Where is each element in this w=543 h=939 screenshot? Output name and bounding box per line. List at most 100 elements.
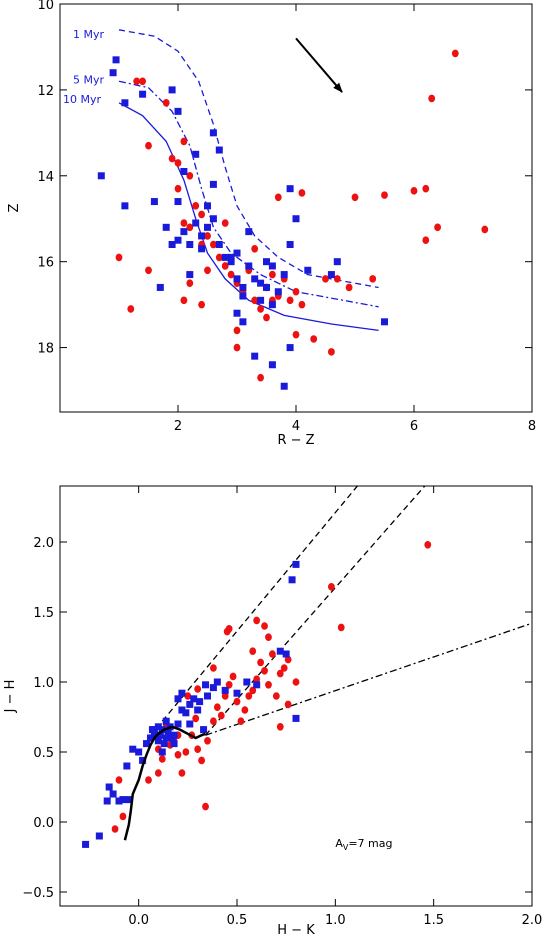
ccd-x-tick-label: 0.5 [227, 913, 248, 928]
ccd-blue-point [160, 740, 168, 748]
cmd-blue-point [109, 69, 117, 77]
ccd-blue-point [243, 678, 251, 686]
isochrone-10-myr [118, 102, 379, 332]
cmd-x-axis-label: R − Z [277, 433, 314, 448]
cmd-blue-point [239, 318, 247, 326]
cmd-blue-point [174, 236, 182, 244]
ccd-blue-point [146, 734, 154, 742]
ccd-blue-point [164, 728, 172, 736]
cmd-isochrones: 1 Myr 5 Myr 10 Myr [63, 28, 379, 332]
ccd-red-point [241, 706, 249, 714]
ccd-blue-point [221, 686, 229, 694]
cmd-red-point [210, 240, 217, 249]
ccd-red-point [253, 675, 261, 683]
ccd-red-point [424, 541, 432, 549]
ccd-blue-point [156, 731, 164, 739]
cmd-blue-point [274, 288, 282, 296]
ccd-blue-point [209, 684, 217, 692]
cmd-red-point [186, 279, 194, 287]
ccd-y-ticks: −0.5 0.0 0.5 1.0 1.5 2.0 [22, 536, 532, 901]
ccd-red-point [249, 686, 257, 695]
ccd-blue-point [213, 678, 221, 686]
cmd-blue-point [97, 172, 105, 180]
ccd-x-tick-label: 0.0 [128, 913, 149, 928]
ccd-red-point [265, 681, 272, 689]
cmd-blue-point [286, 344, 294, 352]
cmd-red-point [269, 270, 276, 279]
ccd-red-point [225, 625, 233, 633]
cmd-x-tick-label: 6 [410, 419, 418, 434]
ccd-blue-point [129, 745, 137, 753]
ccd-red-point [257, 658, 264, 667]
cmd-y-axis-label: Z [7, 203, 22, 212]
ccd-chart: 0.0 0.5 1.0 1.5 2.0 −0.5 0.0 0.5 1.0 1.5 2.0 AV=7… [3, 485, 543, 938]
cmd-blue-point [139, 90, 147, 98]
ccd-blue-point [150, 731, 158, 739]
ccd-red-point [182, 748, 190, 756]
ccd-plot-frame [59, 485, 533, 907]
cmd-y-tick-label: 18 [37, 342, 54, 357]
cmd-y-ticks: 10 12 14 16 18 [37, 0, 532, 357]
cmd-red-point [428, 94, 436, 103]
cmd-red-point [422, 236, 430, 245]
cmd-red-point [186, 223, 194, 232]
ccd-red-point [194, 745, 202, 753]
cmd-blue-point [381, 318, 388, 326]
ccd-blue-point [200, 726, 208, 734]
cmd-red-point [204, 266, 211, 275]
ccd-x-tick-label: 2.0 [522, 913, 543, 928]
cmd-x-tick-label: 4 [292, 419, 300, 434]
ccd-x-tick-label: 1.0 [325, 913, 346, 928]
cmd-blue-point [168, 86, 176, 94]
cmd-red-point [198, 210, 206, 219]
ccd-y-tick-label: 1.0 [33, 676, 54, 691]
cmd-x-tick-label: 2 [174, 419, 182, 434]
ccd-x-tick-label: 1.5 [423, 913, 444, 928]
cmd-y-tick-label: 16 [37, 256, 54, 271]
cmd-red-point [215, 253, 223, 262]
ccd-red-point [119, 812, 127, 821]
ccd-blue-point [253, 681, 261, 689]
ccd-red-point [210, 717, 217, 725]
cmd-red-point [333, 275, 341, 283]
cmd-blue-point [198, 245, 206, 253]
cmd-blue-point [121, 202, 129, 210]
ccd-blue-point [148, 726, 156, 734]
cmd-red-point [180, 296, 188, 305]
cmd-blue-point [268, 361, 276, 369]
ccd-y-tick-label: 0.0 [33, 816, 54, 831]
cmd-blue-point [180, 228, 188, 236]
ccd-blue-point [292, 714, 300, 722]
cmd-blue-point [292, 215, 300, 223]
cmd-blue-point [304, 266, 312, 274]
cmd-blue-point [174, 198, 182, 206]
ccd-blue-point [135, 748, 143, 756]
ccd-blue-point [103, 797, 111, 805]
cmd-blue-point [257, 296, 265, 304]
ccd-blue-point [170, 731, 178, 739]
cmd-red-point [180, 219, 188, 227]
cmd-red-point [422, 184, 430, 193]
cmd-red-point [251, 296, 259, 305]
cmd-blue-point [268, 262, 276, 270]
ccd-red-point [178, 769, 186, 777]
ccd-red-point [221, 692, 229, 700]
ccd-red-point [269, 650, 276, 658]
cmd-red-point [298, 300, 306, 309]
ccd-red-point [154, 769, 162, 777]
cmd-red-point [227, 270, 235, 279]
ccd-red-point [265, 633, 272, 641]
ccd-red-point [145, 776, 152, 784]
extinction-annotation: AV=7 mag [335, 837, 392, 852]
cmd-blue-point [233, 249, 241, 257]
cmd-red-point [257, 305, 264, 313]
isochrone-5-myr [118, 80, 379, 308]
cmd-blue-point [168, 241, 176, 249]
ccd-red-point [192, 714, 200, 723]
ccd-red-point [245, 692, 253, 700]
cmd-blue-point [327, 271, 335, 279]
cmd-blue-point [204, 202, 211, 210]
cmd-red-point [292, 330, 300, 339]
ccd-red-point [249, 647, 257, 655]
